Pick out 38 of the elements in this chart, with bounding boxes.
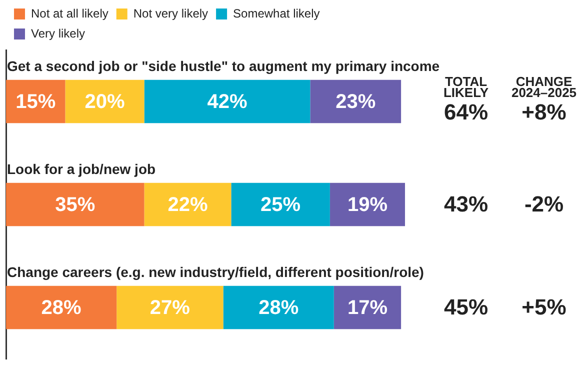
bar [144,182,232,226]
data-label: 28% [41,297,82,320]
data-label: 22% [168,194,208,216]
legend-label: Somewhat likely [233,6,320,20]
data-label: 15% [16,91,56,114]
bar [144,80,310,124]
bar [6,182,144,226]
text: TOTAL LIKELY [443,74,489,100]
text: +8% [522,100,566,125]
data-label: 28% [258,297,299,320]
data-label: 25% [260,194,301,216]
bar [6,286,117,330]
legend-label: Not at all likely [31,6,108,20]
text: +5% [522,294,566,320]
legend-label: Very likely [31,26,86,40]
bar [65,80,144,124]
bar [116,286,224,330]
data-label: 42% [207,91,248,114]
data-label: 35% [55,194,96,216]
data-label: 23% [336,91,376,114]
text: 43% [444,192,488,217]
data-label: 19% [347,194,388,216]
text: 64% [444,100,488,125]
legend-label: Not very likely [133,6,208,20]
y-tick-label: Change careers (e.g. new industry/field, different position/role) [7,264,424,280]
bar [330,182,405,226]
data-label: 27% [150,297,190,320]
bar [334,286,402,330]
y-tick-label: Get a second job or "side hustle" to augment my primary income [7,58,440,74]
text: -2% [524,192,564,217]
text: 45% [444,294,488,320]
text: CHANGE 2024–2025 [511,74,577,100]
bar [231,182,330,226]
data-label: 20% [84,91,125,114]
bar [310,80,402,124]
data-label: 17% [347,297,388,320]
bar [223,286,334,330]
y-tick-label: Look for a job/new job [7,160,156,177]
